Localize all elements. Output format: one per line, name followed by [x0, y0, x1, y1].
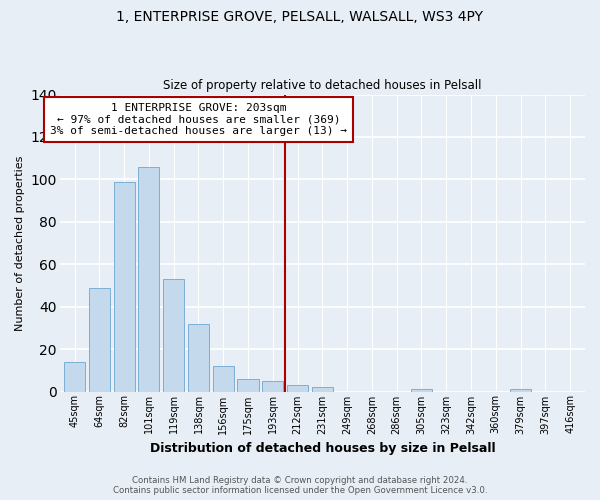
Text: 1, ENTERPRISE GROVE, PELSALL, WALSALL, WS3 4PY: 1, ENTERPRISE GROVE, PELSALL, WALSALL, W… — [116, 10, 484, 24]
Bar — [89, 288, 110, 392]
Bar — [510, 390, 531, 392]
Bar — [238, 379, 259, 392]
Bar — [64, 362, 85, 392]
Text: 1 ENTERPRISE GROVE: 203sqm
← 97% of detached houses are smaller (369)
3% of semi: 1 ENTERPRISE GROVE: 203sqm ← 97% of deta… — [50, 103, 347, 136]
Bar — [213, 366, 234, 392]
Title: Size of property relative to detached houses in Pelsall: Size of property relative to detached ho… — [163, 79, 482, 92]
Y-axis label: Number of detached properties: Number of detached properties — [15, 156, 25, 330]
Bar — [188, 324, 209, 392]
Bar — [163, 279, 184, 392]
Bar — [113, 182, 134, 392]
X-axis label: Distribution of detached houses by size in Pelsall: Distribution of detached houses by size … — [149, 442, 495, 455]
Bar — [287, 385, 308, 392]
Bar — [262, 381, 283, 392]
Bar — [139, 166, 160, 392]
Bar — [411, 390, 432, 392]
Bar — [312, 388, 333, 392]
Text: Contains HM Land Registry data © Crown copyright and database right 2024.
Contai: Contains HM Land Registry data © Crown c… — [113, 476, 487, 495]
